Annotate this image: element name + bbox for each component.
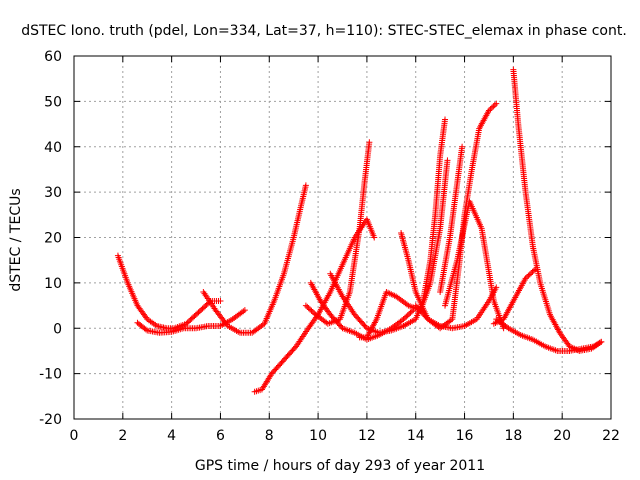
series bbox=[412, 100, 500, 332]
x-tick-label: 2 bbox=[118, 428, 127, 444]
data-point bbox=[529, 268, 536, 275]
series bbox=[114, 252, 224, 332]
series bbox=[510, 66, 605, 354]
y-tick-label: 10 bbox=[44, 276, 62, 292]
data-point bbox=[308, 307, 315, 314]
data-point bbox=[241, 307, 248, 314]
ticks: 0 2 4 6 8 10 12 14 16 18 20 22 -20 -10 0 10 20 30 40 50 60 bbox=[39, 49, 620, 444]
data-point bbox=[493, 100, 500, 107]
data-point bbox=[307, 306, 314, 313]
data-point bbox=[199, 305, 206, 312]
data-point bbox=[406, 310, 413, 317]
y-tick-label: -10 bbox=[39, 367, 62, 383]
data-points bbox=[114, 66, 605, 395]
data-point bbox=[142, 326, 149, 333]
data-point bbox=[304, 303, 311, 310]
series bbox=[251, 216, 378, 395]
data-point bbox=[302, 182, 309, 189]
x-tick-label: 8 bbox=[265, 428, 274, 444]
data-point bbox=[291, 344, 298, 351]
data-point bbox=[184, 319, 191, 326]
data-point bbox=[309, 309, 316, 316]
data-point bbox=[217, 298, 224, 305]
plot-frame bbox=[73, 55, 612, 420]
x-tick-label: 12 bbox=[358, 428, 376, 444]
data-point bbox=[490, 103, 497, 110]
data-point bbox=[403, 313, 410, 320]
data-point bbox=[525, 272, 532, 279]
data-point bbox=[366, 139, 373, 146]
data-point bbox=[488, 104, 495, 111]
data-point bbox=[183, 320, 190, 327]
data-point bbox=[190, 314, 197, 321]
data-point bbox=[407, 309, 414, 316]
data-point bbox=[442, 116, 449, 123]
y-tick-label: -20 bbox=[39, 412, 62, 428]
data-point bbox=[459, 143, 466, 150]
data-point bbox=[191, 313, 198, 320]
series bbox=[490, 266, 539, 327]
x-tick-label: 22 bbox=[602, 428, 620, 444]
data-point bbox=[187, 316, 194, 323]
grid bbox=[74, 56, 611, 419]
data-point bbox=[192, 311, 199, 318]
data-point bbox=[404, 312, 411, 319]
series bbox=[307, 279, 417, 343]
data-point bbox=[200, 304, 207, 311]
y-tick-label: 30 bbox=[44, 185, 62, 201]
x-tick-label: 6 bbox=[216, 428, 225, 444]
data-point bbox=[522, 275, 529, 282]
x-tick-label: 16 bbox=[456, 428, 474, 444]
x-tick-label: 18 bbox=[504, 428, 522, 444]
data-point bbox=[305, 305, 312, 312]
data-point bbox=[528, 270, 535, 277]
x-tick-label: 10 bbox=[309, 428, 327, 444]
data-point bbox=[526, 271, 533, 278]
data-point bbox=[195, 309, 202, 316]
series bbox=[134, 307, 248, 336]
y-tick-label: 50 bbox=[44, 94, 62, 110]
data-point bbox=[400, 316, 407, 323]
x-tick-label: 0 bbox=[70, 428, 79, 444]
y-axis-label: dSTEC / TECUs bbox=[8, 188, 24, 291]
data-point bbox=[491, 102, 498, 109]
series bbox=[200, 182, 309, 336]
data-point bbox=[523, 274, 530, 281]
data-point bbox=[485, 107, 492, 114]
data-point bbox=[188, 315, 195, 322]
data-point bbox=[598, 338, 605, 345]
series bbox=[327, 116, 449, 336]
x-tick-label: 14 bbox=[407, 428, 425, 444]
data-point bbox=[196, 308, 203, 315]
x-tick-label: 20 bbox=[553, 428, 571, 444]
data-point bbox=[487, 106, 494, 113]
data-point bbox=[198, 306, 205, 313]
series bbox=[437, 143, 466, 295]
data-point bbox=[530, 267, 537, 274]
data-point bbox=[371, 234, 378, 241]
chart-title: dSTEC Iono. truth (pdel, Lon=334, Lat=37… bbox=[21, 23, 627, 39]
data-point bbox=[194, 310, 201, 317]
data-point bbox=[203, 301, 210, 308]
data-point bbox=[302, 302, 309, 309]
y-tick-label: 0 bbox=[53, 321, 62, 337]
x-tick-label: 4 bbox=[167, 428, 176, 444]
series bbox=[302, 139, 373, 327]
data-point bbox=[202, 303, 209, 310]
y-tick-label: 40 bbox=[44, 140, 62, 156]
data-point bbox=[444, 157, 451, 164]
y-tick-label: 60 bbox=[44, 49, 62, 65]
y-tick-label: 20 bbox=[44, 231, 62, 247]
x-axis-label: GPS time / hours of day 293 of year 2011 bbox=[195, 458, 485, 474]
data-point bbox=[401, 314, 408, 321]
data-point bbox=[185, 318, 192, 325]
